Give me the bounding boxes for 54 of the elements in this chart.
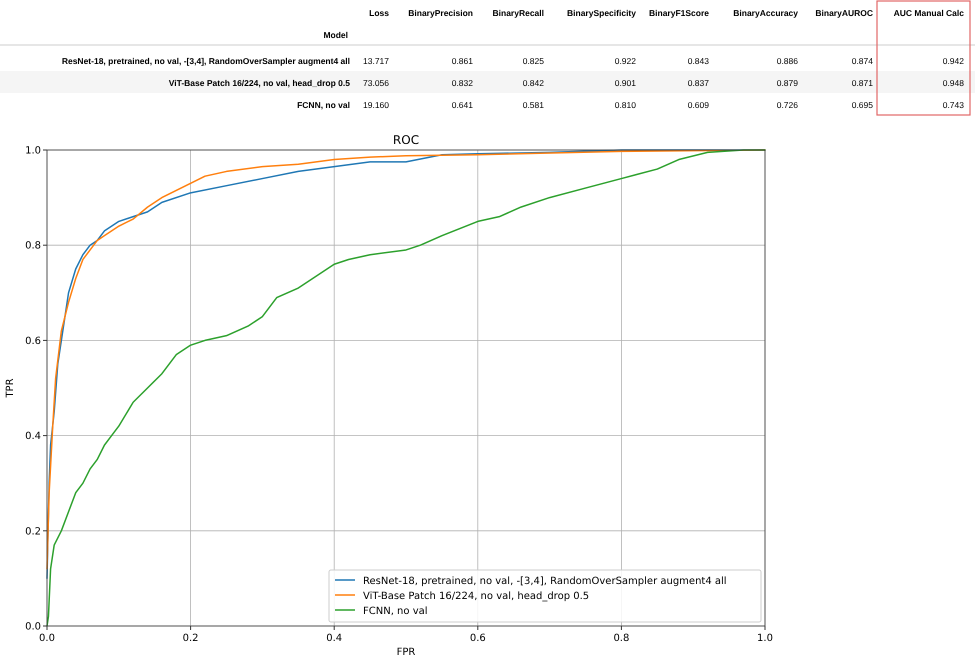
text: 0.825 bbox=[522, 56, 544, 66]
text: 0.743 bbox=[942, 100, 964, 110]
text: 0.726 bbox=[776, 100, 798, 110]
text: 0.922 bbox=[614, 56, 636, 66]
text: 0.901 bbox=[614, 78, 636, 88]
category-label: ResNet-18, pretrained, no val, -[3,4], RandomOverSampler augment4 all bbox=[62, 56, 350, 66]
text: 0.843 bbox=[688, 56, 709, 66]
y-tick-label: 0.6 bbox=[25, 336, 41, 347]
x-tick-label: 1.0 bbox=[757, 633, 773, 644]
category-label: AUC Manual Calc bbox=[894, 8, 964, 18]
legend-label: ViT-Base Patch 16/224, no val, head_drop 0.5 bbox=[363, 591, 590, 602]
y-tick-label: 0.2 bbox=[25, 526, 41, 538]
text: 19.160 bbox=[363, 100, 389, 110]
legend-label: FCNN, no val bbox=[363, 606, 428, 617]
y-tick-label: 0.4 bbox=[25, 431, 41, 442]
category-label: BinaryAccuracy bbox=[733, 8, 798, 18]
category-label: Loss bbox=[369, 8, 390, 18]
text: 0.886 bbox=[776, 56, 798, 66]
category-label: BinaryPrecision bbox=[408, 8, 473, 18]
text: 0.948 bbox=[942, 78, 964, 88]
text: 0.942 bbox=[942, 56, 964, 66]
y-tick-label: 0.0 bbox=[25, 622, 41, 632]
y-tick-label: 0.8 bbox=[25, 240, 41, 252]
text: 0.695 bbox=[852, 100, 873, 110]
x-tick-label: 0.4 bbox=[326, 633, 342, 644]
text: 0.810 bbox=[614, 100, 636, 110]
text: 0.581 bbox=[522, 100, 544, 110]
chart-title: ROC bbox=[392, 133, 420, 147]
x-axis-title: FPR bbox=[396, 647, 416, 658]
text: 0.641 bbox=[452, 100, 473, 110]
text: 0.879 bbox=[776, 78, 798, 88]
legend-label: ResNet-18, pretrained, no val, -[3,4], RandomOverSampler augment4 all bbox=[363, 576, 727, 587]
category-label: ViT-Base Patch 16/224, no val, head_drop 0.5 bbox=[168, 78, 350, 88]
text: 0.842 bbox=[522, 78, 544, 88]
category-label: BinaryAUROC bbox=[815, 8, 873, 18]
text: 0.832 bbox=[452, 78, 473, 88]
x-tick-label: 0.0 bbox=[39, 633, 55, 644]
text: 0.871 bbox=[852, 78, 873, 88]
category-label: FCNN, no val bbox=[297, 100, 350, 110]
category-label: BinaryRecall bbox=[492, 8, 544, 18]
text: 73.056 bbox=[363, 78, 389, 88]
text: 13.717 bbox=[363, 56, 389, 66]
x-tick-label: 0.6 bbox=[470, 633, 486, 644]
text: 0.861 bbox=[452, 56, 473, 66]
x-tick-label: 0.8 bbox=[613, 633, 630, 644]
category-label: BinarySpecificity bbox=[567, 8, 636, 18]
text: Model bbox=[323, 30, 348, 40]
x-tick-label: 0.2 bbox=[182, 633, 199, 644]
text: 0.837 bbox=[688, 78, 709, 88]
category-label: BinaryF1Score bbox=[649, 8, 710, 18]
y-tick-label: 1.0 bbox=[25, 146, 41, 156]
text: 0.874 bbox=[852, 56, 873, 66]
text: 0.609 bbox=[688, 100, 709, 110]
y-axis-title: TPR bbox=[5, 378, 16, 399]
